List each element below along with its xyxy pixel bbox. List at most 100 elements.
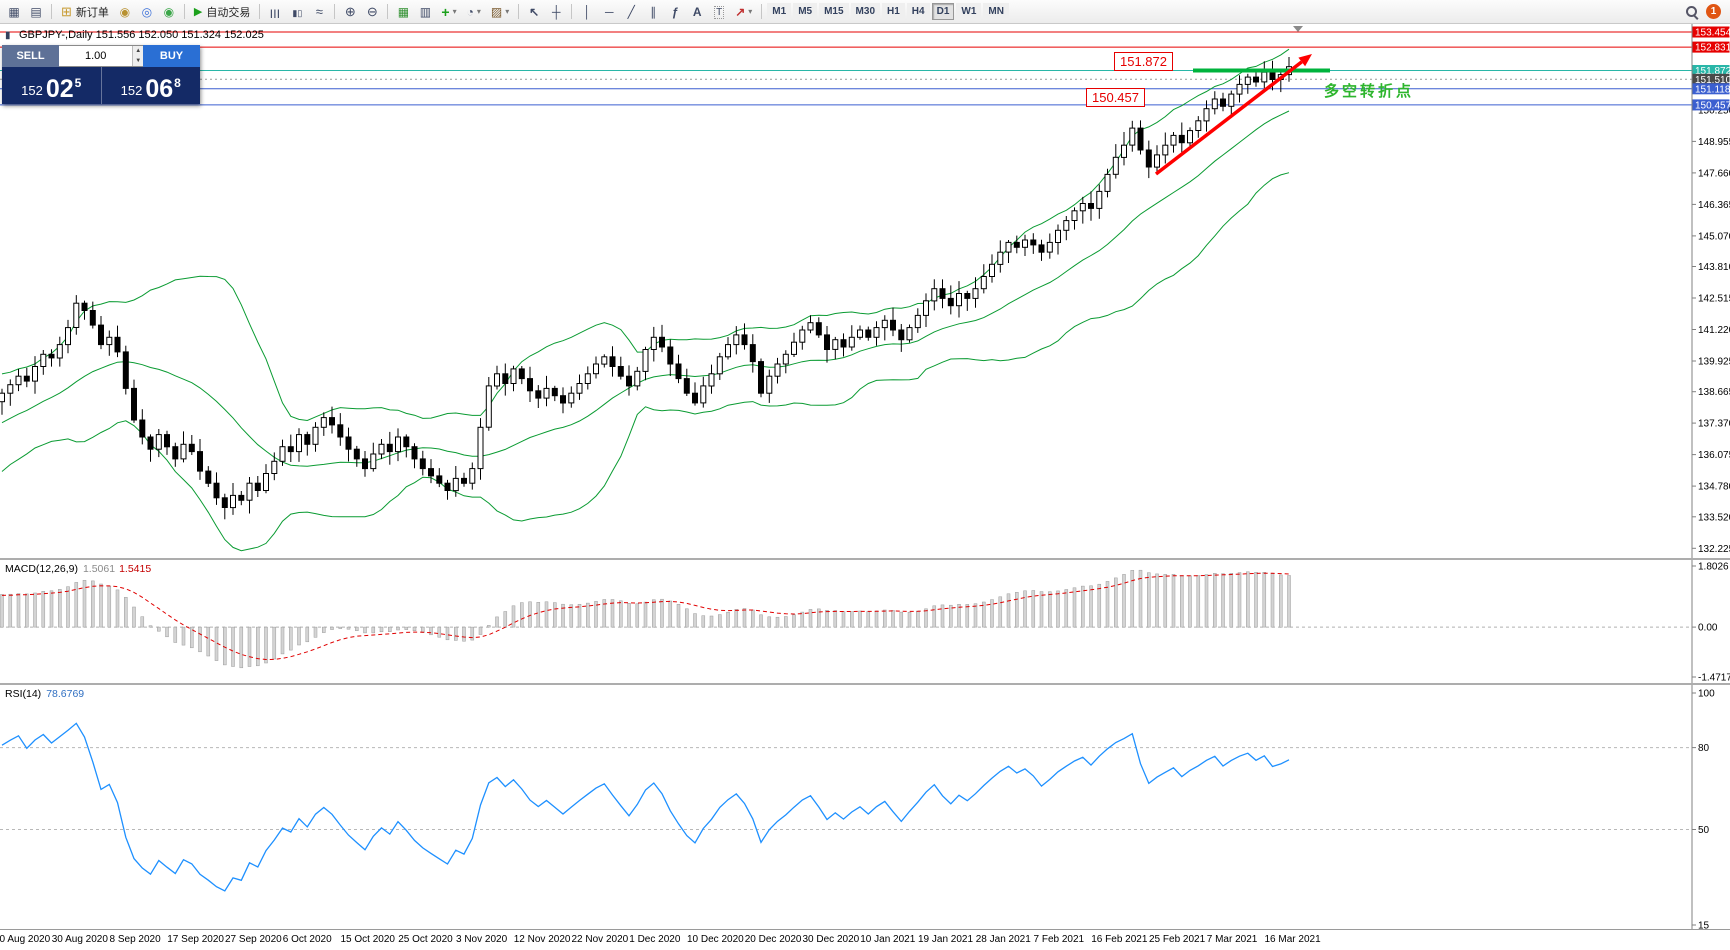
svg-text:147.660: 147.660 [1698, 168, 1730, 179]
toolbar-separator [259, 4, 261, 19]
chart-candlesticks-button[interactable] [287, 2, 307, 22]
horizontal-line-tool-icon [605, 6, 614, 18]
main-chart-panel: 150.250 148.955 147.660 146.365 145.070 143.8… [0, 24, 1730, 558]
volume-increase-icon[interactable]: ▲ [133, 46, 143, 56]
strategy-tester-icon [120, 6, 130, 18]
timeframe-w1[interactable]: W1 [956, 3, 982, 20]
date-label: 20 Dec 2020 [744, 934, 802, 945]
svg-text:136.075: 136.075 [1698, 450, 1730, 461]
profiles-button[interactable] [26, 2, 46, 22]
sell-price[interactable]: 152 02 5 [2, 67, 101, 104]
timeframe-m15[interactable]: M15 [819, 3, 849, 20]
fibonacci-tool-button[interactable] [665, 2, 685, 22]
crosshair-tool-icon [552, 6, 561, 18]
toolbar-separator [51, 4, 52, 19]
indicators-button[interactable] [437, 2, 460, 22]
search-icon[interactable] [1684, 4, 1699, 19]
trendline-tool-button[interactable] [621, 2, 641, 22]
panel-separator[interactable] [0, 683, 1730, 685]
timeframe-h4[interactable]: H4 [906, 3, 930, 20]
vertical-line-tool-icon [583, 6, 591, 18]
channel-tool-icon [650, 6, 656, 18]
buy-price[interactable]: 152 06 8 [102, 67, 201, 104]
annotation-price-label-150457[interactable]: 150.457 [1086, 88, 1145, 107]
macd-name: MACD(12,26,9) [5, 563, 78, 575]
tile-windows-button[interactable] [393, 2, 413, 22]
volume-input[interactable] [59, 46, 133, 66]
date-label: 19 Jan 2021 [918, 934, 974, 945]
volume-decrease-icon[interactable]: ▼ [133, 56, 143, 66]
new-order-button[interactable]: 新订单 [57, 2, 113, 22]
templates-icon [491, 6, 502, 18]
buy-price-point: 8 [174, 76, 181, 90]
autotrading-icon [194, 5, 202, 18]
crosshair-tool-button[interactable] [546, 2, 566, 22]
chart-line-button[interactable] [309, 2, 329, 22]
toolbar-right: 1 [1684, 4, 1727, 19]
navigator-icon [142, 6, 152, 18]
navigator-button[interactable] [137, 2, 157, 22]
timeframe-m1[interactable]: M1 [767, 3, 792, 20]
arrange-windows-button[interactable] [415, 2, 435, 22]
rsi-canvas[interactable]: 100 80 50 15 [0, 685, 1730, 929]
arrows-tool-button[interactable] [731, 2, 756, 22]
timeframe-mn[interactable]: MN [983, 3, 1009, 20]
svg-text:0.00: 0.00 [1698, 623, 1718, 634]
indicators-icon [441, 5, 449, 19]
rsi-label: RSI(14) 78.6769 [5, 688, 84, 700]
timeframe-m5[interactable]: M5 [793, 3, 818, 20]
svg-text:134.780: 134.780 [1698, 482, 1730, 493]
date-label: 10 Dec 2020 [687, 934, 744, 945]
timeframe-m30[interactable]: M30 [850, 3, 880, 20]
vertical-line-tool-button[interactable] [577, 2, 597, 22]
text-label-tool-button[interactable] [709, 2, 729, 22]
svg-text:151.118: 151.118 [1695, 84, 1730, 95]
quote-text: GBPJPY-,Daily 151.556 152.050 151.324 15… [19, 29, 264, 41]
periods-button[interactable] [463, 2, 485, 22]
svg-text:139.925: 139.925 [1698, 357, 1730, 368]
svg-text:132.225: 132.225 [1698, 544, 1730, 555]
charts-window-button[interactable] [4, 2, 24, 22]
date-label: 27 Sep 2020 [225, 934, 282, 945]
notification-badge[interactable]: 1 [1706, 4, 1721, 19]
timeframe-h1[interactable]: H1 [882, 3, 905, 20]
horizontal-line-tool-button[interactable] [599, 2, 619, 22]
svg-text:146.365: 146.365 [1698, 200, 1730, 211]
buy-button[interactable]: BUY [143, 45, 200, 67]
rsi-panel: 100 80 50 15 RSI(14) 78.6769 [0, 685, 1730, 929]
community-button[interactable] [159, 2, 179, 22]
zoom-in-button[interactable] [340, 2, 360, 22]
date-label: 16 Feb 2021 [1091, 934, 1148, 945]
strategy-tester-button[interactable] [115, 2, 135, 22]
channel-tool-button[interactable] [643, 2, 663, 22]
text-tool-button[interactable] [687, 2, 707, 22]
buy-price-pips: 06 [145, 74, 174, 103]
zoom-out-icon [367, 5, 378, 18]
timeframe-d1[interactable]: D1 [931, 3, 955, 20]
macd-canvas[interactable]: 1.8026 0.00 -1.4717 [0, 560, 1730, 683]
chart-bars-button[interactable] [265, 2, 285, 22]
chart-candlesticks-icon [292, 6, 302, 18]
buy-price-figure: 152 [120, 82, 143, 98]
zoom-out-button[interactable] [362, 2, 382, 22]
arrows-tool-icon [735, 6, 745, 18]
panel-separator[interactable] [0, 558, 1730, 560]
cursor-tool-icon [529, 6, 539, 18]
date-label: 30 Aug 2020 [51, 934, 108, 945]
macd-signal-value: 1.5415 [119, 563, 152, 575]
templates-button[interactable] [487, 2, 513, 22]
annotation-price-label-151872[interactable]: 151.872 [1114, 52, 1173, 71]
trade-panel-top-row: SELL ▲ ▼ BUY [2, 45, 200, 67]
sell-button[interactable]: SELL [2, 45, 59, 67]
date-label: 16 Mar 2021 [1264, 934, 1321, 945]
text-label-tool-icon [714, 5, 724, 18]
volume-spinner: ▲ ▼ [132, 46, 143, 66]
main-chart-canvas[interactable]: 150.250 148.955 147.660 146.365 145.070 143.8… [0, 24, 1730, 558]
svg-text:150.457: 150.457 [1695, 100, 1730, 111]
trade-panel-prices: 152 02 5 152 06 8 [2, 67, 200, 104]
annotation-cn-note[interactable]: 多空转折点 [1324, 83, 1415, 100]
autotrading-button[interactable]: 自动交易 [190, 2, 254, 22]
cursor-tool-button[interactable] [524, 2, 544, 22]
